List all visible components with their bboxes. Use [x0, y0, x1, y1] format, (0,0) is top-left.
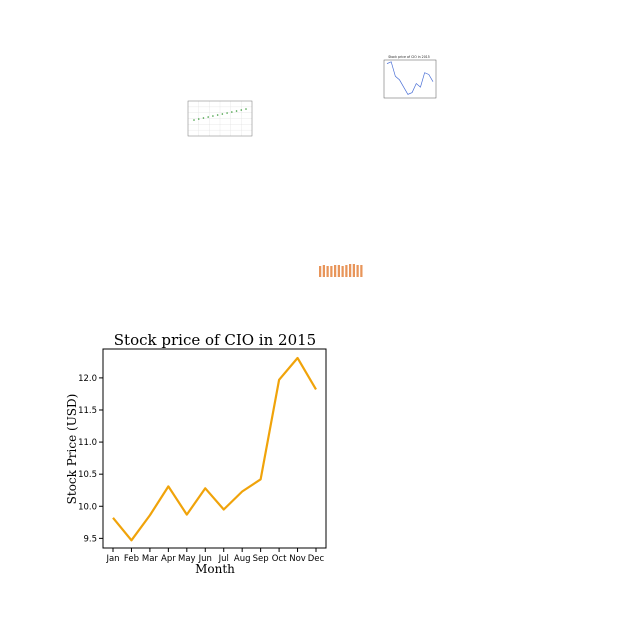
thumbnail-point — [231, 111, 233, 113]
thumbnail-series — [193, 108, 247, 121]
thumbnail-point — [240, 109, 243, 111]
thumbnail-series — [319, 264, 363, 277]
y-tick-label: 12.0 — [78, 374, 97, 384]
y-axis-label: Stock Price (USD) — [65, 394, 79, 505]
main-line-chart: Stock price of CIO in 2015 Month Stock P… — [65, 331, 327, 576]
thumbnail-series — [386, 61, 434, 95]
thumbnail-point — [202, 117, 205, 119]
thumbnail-bar — [360, 265, 363, 277]
thumbnail-chart-orange — [319, 264, 363, 277]
y-tick-label: 10.0 — [78, 502, 97, 512]
thumbnail-bar — [341, 266, 344, 277]
y-tick-label: 9.5 — [83, 534, 97, 544]
thumbnail-frame — [187, 100, 253, 137]
thumbnail-chart-green — [187, 100, 253, 137]
thumbnail-title: Stock price of CIO in 2015 — [388, 55, 430, 59]
x-tick-label: Jun — [198, 554, 212, 564]
thumbnail-bar — [345, 265, 348, 277]
x-tick-label: May — [178, 554, 196, 564]
thumbnail-point — [216, 114, 219, 116]
x-axis-ticks: Jan Feb Mar Apr May Jun Jul Aug Sep Oct Nov Dec — [105, 548, 325, 564]
y-tick-label: 10.5 — [78, 470, 97, 480]
thumbnail-bar — [356, 265, 359, 277]
thumbnail-point — [193, 119, 195, 121]
thumbnail-point — [221, 113, 224, 115]
thumbnail-point — [197, 118, 200, 120]
y-axis-ticks: 9.5 10.0 10.5 11.0 11.5 12.0 — [78, 374, 103, 544]
thumbnail-frame — [383, 59, 437, 99]
series-line — [112, 356, 317, 542]
x-tick-label: Sep — [253, 554, 269, 564]
thumbnail-point — [235, 110, 238, 112]
thumbnail-chart-blue: Stock price of CIO in 2015 — [383, 55, 437, 99]
x-tick-label: Feb — [124, 554, 139, 564]
x-tick-label: Jan — [105, 554, 119, 564]
thumbnail-bar — [352, 264, 355, 277]
x-tick-label: Nov — [289, 554, 306, 564]
thumbnail-line — [386, 61, 434, 95]
thumbnail-point — [207, 116, 209, 118]
thumbnail-bar — [334, 265, 337, 277]
thumbnail-bar — [330, 266, 333, 277]
x-axis-label: Month — [195, 562, 235, 576]
thumbnail-grid — [188, 101, 252, 136]
thumbnail-point — [245, 108, 247, 110]
chart-title: Stock price of CIO in 2015 — [114, 331, 316, 349]
thumbnail-bar — [349, 264, 352, 277]
thumbnail-point — [212, 115, 214, 117]
y-tick-label: 11.0 — [78, 438, 97, 448]
x-tick-label: Mar — [142, 554, 159, 564]
x-tick-label: Apr — [161, 554, 176, 564]
plot-frame — [102, 348, 327, 549]
series-lines — [112, 356, 317, 542]
thumbnail-bar — [322, 265, 325, 277]
x-tick-label: Dec — [308, 554, 325, 564]
x-tick-label: Jul — [218, 554, 229, 564]
y-tick-label: 11.5 — [78, 406, 97, 416]
thumbnail-bar — [319, 266, 322, 277]
thumbnail-bar — [337, 265, 340, 277]
x-tick-label: Oct — [272, 554, 287, 564]
x-tick-label: Aug — [234, 554, 251, 564]
thumbnail-bar — [326, 266, 329, 277]
thumbnail-point — [226, 112, 228, 114]
